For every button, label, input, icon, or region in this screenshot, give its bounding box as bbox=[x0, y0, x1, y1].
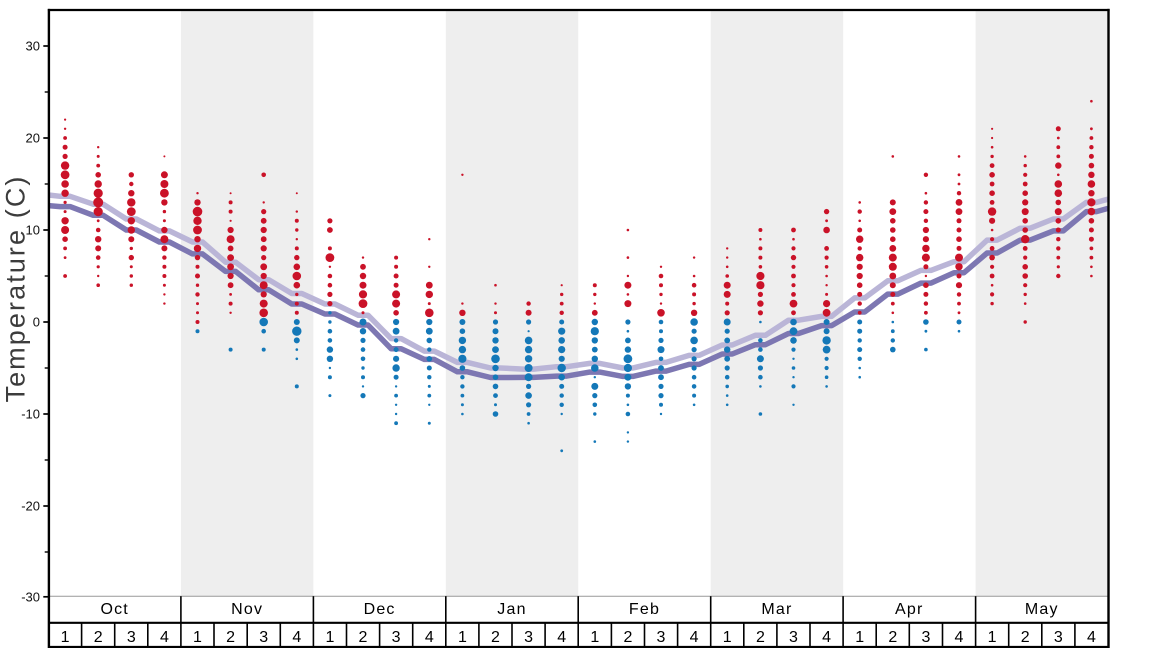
svg-text:May: May bbox=[1025, 601, 1059, 618]
svg-text:3: 3 bbox=[259, 629, 268, 646]
svg-text:1: 1 bbox=[590, 629, 599, 646]
svg-text:1: 1 bbox=[458, 629, 467, 646]
svg-text:3: 3 bbox=[127, 629, 136, 646]
svg-text:30: 30 bbox=[26, 39, 40, 54]
svg-text:2: 2 bbox=[359, 629, 368, 646]
svg-text:4: 4 bbox=[690, 629, 699, 646]
svg-text:20: 20 bbox=[26, 131, 40, 146]
svg-text:1: 1 bbox=[61, 629, 70, 646]
svg-text:2: 2 bbox=[623, 629, 632, 646]
svg-text:-30: -30 bbox=[21, 589, 40, 604]
svg-text:4: 4 bbox=[557, 629, 566, 646]
svg-text:-20: -20 bbox=[21, 499, 40, 514]
svg-text:-10: -10 bbox=[21, 407, 40, 422]
svg-text:2: 2 bbox=[226, 629, 235, 646]
svg-text:10: 10 bbox=[26, 223, 40, 238]
svg-text:2: 2 bbox=[1021, 629, 1030, 646]
svg-text:1: 1 bbox=[193, 629, 202, 646]
svg-text:3: 3 bbox=[921, 629, 930, 646]
svg-text:3: 3 bbox=[657, 629, 666, 646]
svg-text:1: 1 bbox=[325, 629, 334, 646]
svg-text:4: 4 bbox=[955, 629, 964, 646]
svg-text:2: 2 bbox=[491, 629, 500, 646]
svg-text:4: 4 bbox=[160, 629, 169, 646]
svg-text:Temperature (C): Temperature (C) bbox=[1, 174, 31, 402]
svg-text:3: 3 bbox=[789, 629, 798, 646]
svg-text:Jan: Jan bbox=[497, 601, 526, 618]
svg-text:Nov: Nov bbox=[231, 601, 263, 618]
svg-text:1: 1 bbox=[855, 629, 864, 646]
svg-text:3: 3 bbox=[392, 629, 401, 646]
svg-text:1: 1 bbox=[988, 629, 997, 646]
svg-text:4: 4 bbox=[425, 629, 434, 646]
svg-text:0: 0 bbox=[33, 315, 40, 330]
svg-text:2: 2 bbox=[756, 629, 765, 646]
svg-text:4: 4 bbox=[822, 629, 831, 646]
svg-text:3: 3 bbox=[524, 629, 533, 646]
svg-text:Mar: Mar bbox=[761, 601, 792, 618]
svg-text:Dec: Dec bbox=[364, 601, 396, 618]
svg-text:Oct: Oct bbox=[100, 601, 129, 618]
svg-text:2: 2 bbox=[888, 629, 897, 646]
svg-text:2: 2 bbox=[94, 629, 103, 646]
svg-text:4: 4 bbox=[292, 629, 301, 646]
svg-text:3: 3 bbox=[1054, 629, 1063, 646]
svg-text:Feb: Feb bbox=[629, 601, 660, 618]
svg-text:1: 1 bbox=[723, 629, 732, 646]
svg-text:4: 4 bbox=[1087, 629, 1096, 646]
svg-text:Apr: Apr bbox=[895, 601, 924, 618]
